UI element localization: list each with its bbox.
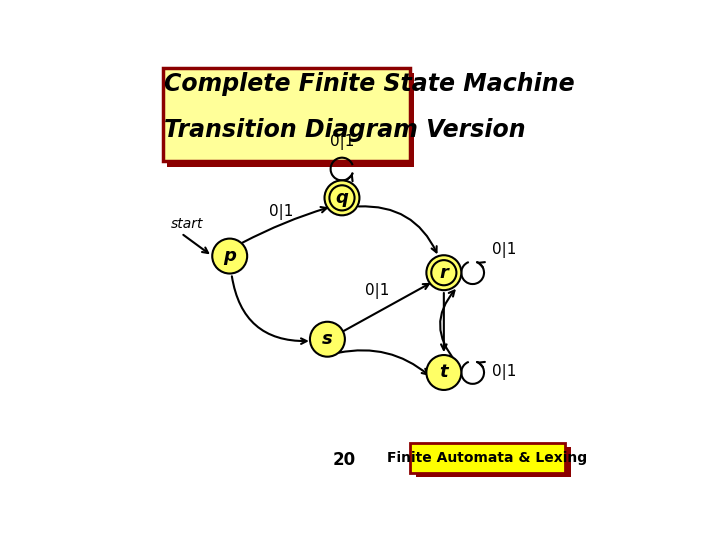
Text: 0|1: 0|1 bbox=[365, 284, 390, 299]
Text: p: p bbox=[223, 247, 236, 265]
Text: Complete Finite State Machine: Complete Finite State Machine bbox=[164, 72, 575, 96]
Text: s: s bbox=[322, 330, 333, 348]
Text: Transition Diagram Version: Transition Diagram Version bbox=[164, 118, 526, 141]
Circle shape bbox=[212, 239, 247, 274]
Circle shape bbox=[426, 255, 462, 290]
Text: 0|1: 0|1 bbox=[492, 364, 516, 381]
Circle shape bbox=[325, 180, 359, 215]
Bar bbox=[167, 73, 414, 167]
Bar bbox=[415, 447, 571, 477]
Text: start: start bbox=[171, 217, 203, 231]
Bar bbox=[163, 68, 410, 161]
Circle shape bbox=[310, 322, 345, 357]
Text: 0|1: 0|1 bbox=[330, 134, 354, 150]
Text: Finite Automata & Lexing: Finite Automata & Lexing bbox=[387, 451, 588, 465]
Text: q: q bbox=[336, 189, 348, 207]
Text: 0|1: 0|1 bbox=[269, 205, 294, 220]
Text: 0|1: 0|1 bbox=[492, 242, 516, 258]
Text: r: r bbox=[439, 264, 449, 282]
Text: t: t bbox=[439, 363, 448, 381]
Text: 20: 20 bbox=[333, 451, 356, 469]
Circle shape bbox=[426, 355, 462, 390]
Bar bbox=[410, 443, 565, 473]
